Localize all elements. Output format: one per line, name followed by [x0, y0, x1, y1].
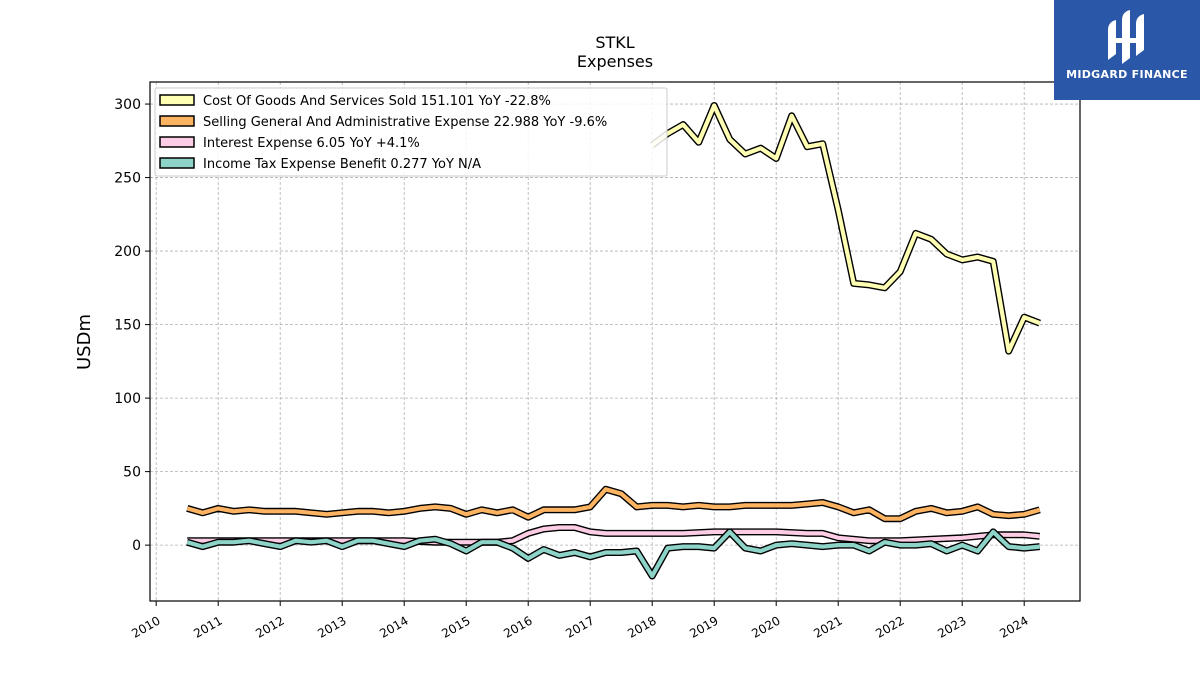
x-tick-label: 2012 — [253, 613, 286, 640]
x-tick-label: 2016 — [501, 613, 534, 640]
series-line — [186, 529, 1040, 579]
series-3 — [186, 528, 1041, 580]
legend-swatch — [159, 157, 195, 169]
x-tick-label: 2022 — [873, 613, 906, 640]
y-tick-label: 150 — [114, 318, 141, 334]
x-axis-ticks: 2010 2011 2012 2013 2014 2015 2016 2017 2018 2019… — [129, 601, 1031, 641]
series-1 — [186, 485, 1041, 523]
x-tick-label: 2010 — [129, 613, 162, 640]
x-tick-label: 2024 — [997, 613, 1030, 640]
series-0 — [650, 102, 1041, 355]
y-tick-label: 200 — [114, 244, 141, 260]
x-tick-label: 2011 — [191, 613, 224, 640]
midgard-finance-logo: MIDGARD FINANCE — [1054, 0, 1200, 100]
legend-swatch — [159, 94, 195, 106]
y-tick-label: 100 — [114, 391, 141, 407]
legend-label: Interest Expense 6.05 YoY +4.1% — [203, 136, 420, 151]
y-tick-label: 300 — [114, 97, 141, 113]
plot-frame — [149, 81, 1081, 602]
series-line-outline — [650, 102, 1041, 355]
chart-title: STKL — [595, 33, 634, 52]
x-tick-label: 2014 — [377, 613, 410, 640]
series-lines — [186, 102, 1041, 580]
legend-swatch — [159, 115, 195, 127]
legend-label: Cost Of Goods And Services Sold 151.101 … — [203, 94, 551, 109]
y-tick-label: 0 — [132, 538, 141, 554]
x-tick-label: 2021 — [811, 613, 844, 640]
x-tick-label: 2013 — [315, 613, 348, 640]
brand-name: MIDGARD FINANCE — [1066, 68, 1188, 81]
legend: Cost Of Goods And Services Sold 151.101 … — [154, 87, 668, 177]
x-tick-label: 2019 — [687, 613, 720, 640]
chart-subtitle: Expenses — [577, 52, 653, 71]
y-axis-label: USDm — [74, 314, 95, 370]
legend-box — [154, 87, 668, 177]
x-tick-label: 2015 — [439, 613, 472, 640]
legend-label: Income Tax Expense Benefit 0.277 YoY N/A — [203, 157, 481, 172]
x-tick-label: 2020 — [749, 613, 782, 640]
y-tick-label: 250 — [114, 171, 141, 187]
series-line — [186, 487, 1041, 521]
midgard-logo-icon — [1108, 10, 1144, 64]
legend-label: Selling General And Administrative Expen… — [203, 115, 607, 130]
x-tick-label: 2023 — [935, 613, 968, 640]
y-axis-ticks: 0 50 100 150 200 250 300 — [114, 97, 150, 554]
legend-swatch — [159, 136, 195, 148]
y-tick-label: 50 — [123, 465, 141, 481]
series-line — [650, 103, 1041, 354]
x-tick-label: 2017 — [563, 613, 596, 640]
x-tick-label: 2018 — [625, 613, 658, 640]
